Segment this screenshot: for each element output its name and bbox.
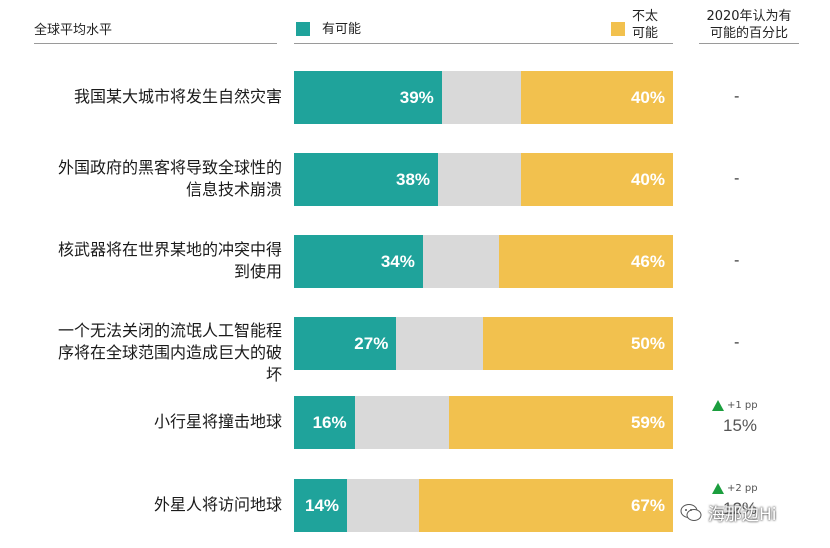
col2020-header: 2020年认为有 可能的百分比	[701, 8, 797, 42]
row-label: 我国某大城市将发生自然灾害	[74, 86, 282, 108]
col2020-value: -	[734, 169, 740, 187]
likely-value-label: 16%	[312, 412, 347, 432]
bar-segment-likely: 34%	[294, 235, 423, 288]
bar-segment-likely: 27%	[294, 317, 397, 370]
row-label-line: 坏	[265, 365, 282, 384]
unlikely-value-label: 46%	[630, 251, 665, 271]
bar-segment-unlikely: 46%	[498, 235, 673, 288]
unlikely-value-label: 67%	[630, 495, 665, 515]
legend-label-unlikely-line2: 可能	[632, 26, 659, 41]
header-divider-left	[34, 43, 277, 44]
up-arrow-icon	[712, 483, 724, 494]
bar-segment-unlikely: 40%	[521, 153, 673, 206]
col2020-value: -	[734, 251, 740, 269]
bar-segment-unlikely: 50%	[483, 317, 673, 370]
unlikely-value-label: 40%	[630, 87, 665, 107]
legend-label-unlikely-line1: 不太	[632, 9, 659, 24]
likely-value-label: 14%	[305, 495, 340, 515]
bar-segment-neutral	[438, 153, 522, 206]
row-label-line: 信息技术崩溃	[185, 180, 282, 199]
stacked-bar: 14% 67%	[294, 479, 673, 532]
likely-value-label: 38%	[395, 169, 431, 189]
row-label: 一个无法关闭的流氓人工智能程 序将在全球范围内造成巨大的破坏	[58, 320, 282, 386]
bar-segment-likely: 39%	[294, 71, 442, 124]
legend-swatch-unlikely	[611, 22, 625, 36]
legend-label-unlikely: 不太 可能	[632, 8, 658, 42]
row-label: 小行星将撞击地球	[154, 411, 282, 433]
unlikely-value-label: 59%	[630, 412, 665, 432]
row-label-line: 小行星将撞击地球	[153, 412, 282, 431]
row-label: 外星人将访问地球	[154, 494, 282, 516]
watermark: 海那边Hi	[680, 500, 777, 525]
bar-segment-neutral	[422, 235, 499, 288]
bar-segment-likely: 38%	[294, 153, 439, 206]
unlikely-value-label: 50%	[630, 333, 665, 353]
change-line: +2 pp	[712, 478, 782, 497]
likely-value-label: 39%	[399, 87, 434, 107]
likely-value-label: 34%	[380, 251, 415, 271]
wechat-icon	[680, 503, 702, 521]
row-label: 外国政府的黑客将导致全球性的信息技术崩溃	[58, 157, 282, 201]
stacked-bar: 34% 46%	[294, 235, 673, 288]
pct2020-value: 12%	[723, 499, 758, 518]
bar-segment-neutral	[347, 479, 420, 532]
change-value: +2 pp	[727, 483, 758, 494]
bar-segment-unlikely: 40%	[521, 71, 673, 124]
bar-segment-neutral	[354, 396, 450, 449]
up-arrow-icon	[712, 400, 724, 411]
bar-segment-likely: 14%	[294, 479, 348, 532]
row-label-line: 序将在全球范围内造成巨大的破	[57, 343, 282, 362]
bar-segment-unlikely: 67%	[419, 479, 673, 532]
row-label: 核武器将在世界某地的冲突中得到使用	[58, 239, 282, 283]
row-label-line: 一个无法关闭的流氓人工智能程	[57, 321, 282, 340]
col2020-value: -	[734, 333, 740, 351]
row-label-line: 到使用	[233, 262, 282, 281]
bar-segment-neutral	[441, 71, 522, 124]
change-line: +1 pp	[712, 395, 782, 414]
row-label-line: 我国某大城市将发生自然灾害	[73, 87, 282, 106]
header-divider-right	[699, 43, 799, 44]
col2020-change: +1 pp 15%	[712, 395, 782, 436]
unlikely-value-label: 40%	[630, 169, 665, 189]
likely-value-label: 27%	[354, 333, 389, 353]
col2020-value: -	[734, 87, 740, 105]
row-label-line: 外国政府的黑客将导致全球性的	[57, 158, 282, 177]
header-divider-middle	[294, 43, 673, 44]
stacked-bar: 16% 59%	[294, 396, 673, 449]
change-value: +1 pp	[727, 400, 758, 411]
pct2020-value: 15%	[723, 416, 758, 435]
legend-swatch-likely	[296, 22, 310, 36]
watermark-text: 海那边Hi	[708, 505, 777, 525]
bar-segment-unlikely: 59%	[449, 396, 673, 449]
col2020-header-line2: 可能的百分比	[709, 26, 788, 41]
col2020-header-line1: 2020年认为有	[706, 9, 792, 24]
stacked-bar: 38% 40%	[294, 153, 673, 206]
col2020-change: +2 pp 12%	[712, 478, 782, 519]
scope-label: 全球平均水平	[34, 23, 113, 38]
bar-segment-likely: 16%	[294, 396, 355, 449]
row-label-line: 外星人将访问地球	[153, 495, 282, 514]
row-label-line: 核武器将在世界某地的冲突中得	[57, 240, 282, 259]
stacked-bar: 39% 40%	[294, 71, 673, 124]
bar-segment-neutral	[396, 317, 484, 370]
stacked-bar: 27% 50%	[294, 317, 673, 370]
legend-label-likely: 有可能	[322, 22, 362, 37]
